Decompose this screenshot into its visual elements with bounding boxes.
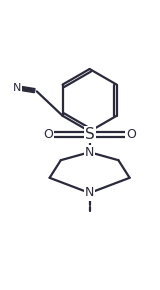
Text: N: N bbox=[13, 83, 21, 93]
Text: O: O bbox=[126, 128, 136, 141]
Text: O: O bbox=[43, 128, 53, 141]
Text: N: N bbox=[85, 186, 94, 200]
Text: N: N bbox=[85, 146, 94, 159]
Text: S: S bbox=[85, 127, 94, 142]
